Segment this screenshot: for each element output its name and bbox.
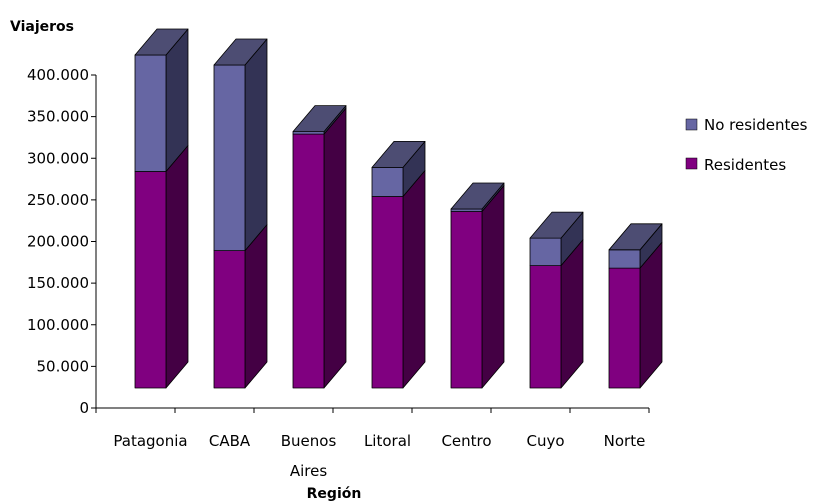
x-tick-label-litoral: Litoral xyxy=(364,432,411,450)
bar-top-patagonia xyxy=(134,28,189,56)
y-tick-label: 0 xyxy=(79,399,89,417)
bar-group-centro xyxy=(450,182,505,389)
legend-swatch-no-residentes xyxy=(685,118,698,131)
bar-top-litoral xyxy=(371,140,426,168)
bar-caba-residentes xyxy=(213,250,246,389)
bar-group-norte xyxy=(608,223,663,389)
bar-group-caba xyxy=(213,38,268,389)
legend-swatch-residentes xyxy=(685,157,698,170)
bar-top-centro xyxy=(450,182,505,210)
y-axis-title: Viajeros xyxy=(10,19,74,35)
y-tick-label: 350.000 xyxy=(27,108,89,126)
bar-group-cuyo xyxy=(529,211,584,389)
bar-cuyo-residentes xyxy=(529,265,562,389)
bar-norte-no-residentes xyxy=(608,249,641,269)
bar-top-cuyo xyxy=(529,211,584,239)
bar-norte-residentes xyxy=(608,267,641,389)
x-tick-label-cuyo: Cuyo xyxy=(526,432,564,450)
x-tick-label-caba: CABA xyxy=(209,432,251,450)
y-tick-label: 250.000 xyxy=(27,191,89,209)
bar-group-buenos-aires xyxy=(292,105,347,389)
x-axis: Patagonia CABA Buenos Aires Litoral Centro Cuy… xyxy=(95,407,650,480)
legend: No residentes Residentes xyxy=(685,116,808,174)
legend-label-no-residentes: No residentes xyxy=(704,116,808,134)
bar-patagonia-residentes xyxy=(134,171,167,389)
y-tick-label: 50.000 xyxy=(37,357,90,375)
y-tick-label: 200.000 xyxy=(27,233,89,251)
x-tick-label-centro: Centro xyxy=(441,432,491,450)
bar-litoral-residentes-side xyxy=(402,170,426,389)
bar-buenos-aires-residentes-side xyxy=(323,107,347,389)
bar-top-buenos-aires xyxy=(292,105,347,132)
bar-top-norte xyxy=(608,223,663,251)
bar-caba-residentes-side xyxy=(244,224,268,389)
bar-cuyo-no-residentes xyxy=(529,237,562,267)
y-tick-label: 150.000 xyxy=(27,274,89,292)
bar-caba-no-residentes-side xyxy=(244,38,268,252)
x-axis-title: Región xyxy=(307,486,362,502)
bar-top-caba xyxy=(213,38,268,66)
bar-centro-residentes-side xyxy=(481,185,505,389)
bar-patagonia-no-residentes xyxy=(134,54,167,172)
bar-patagonia-residentes-side xyxy=(165,145,189,389)
x-tick-label-norte: Norte xyxy=(604,432,646,450)
bar-litoral-residentes xyxy=(371,196,404,389)
bar-buenos-aires-residentes xyxy=(292,133,325,389)
y-tick-label: 100.000 xyxy=(27,316,89,334)
y-tick-label: 400.000 xyxy=(27,66,89,84)
bar-centro-residentes xyxy=(450,211,483,389)
bar-group-patagonia xyxy=(134,28,189,389)
bar-litoral-no-residentes xyxy=(371,166,404,197)
bar-caba-no-residentes xyxy=(213,64,246,252)
y-axis: 0 50.000 100.000 150.000 200.000 250.000 300.0… xyxy=(27,66,97,417)
bars xyxy=(134,28,663,389)
bar-group-litoral xyxy=(371,140,426,389)
legend-label-residentes: Residentes xyxy=(704,156,786,174)
x-tick-label-patagonia: Patagonia xyxy=(113,432,187,450)
x-tick-label-buenos-aires: Buenos Aires xyxy=(281,432,337,480)
y-tick-label: 300.000 xyxy=(27,149,89,167)
